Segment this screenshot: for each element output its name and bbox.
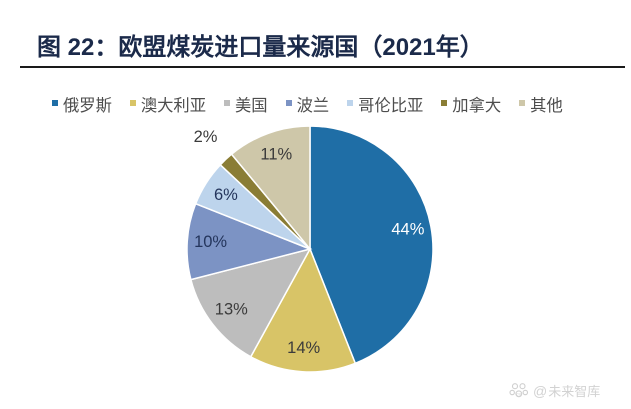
svg-text:cu: cu [516,392,521,397]
svg-text:44%: 44% [391,221,424,239]
svg-text:6%: 6% [214,186,238,204]
svg-text:13%: 13% [215,300,248,318]
svg-text:14%: 14% [287,339,320,357]
svg-text:11%: 11% [260,146,292,164]
svg-text:2%: 2% [194,128,218,146]
svg-text:10%: 10% [194,233,227,251]
